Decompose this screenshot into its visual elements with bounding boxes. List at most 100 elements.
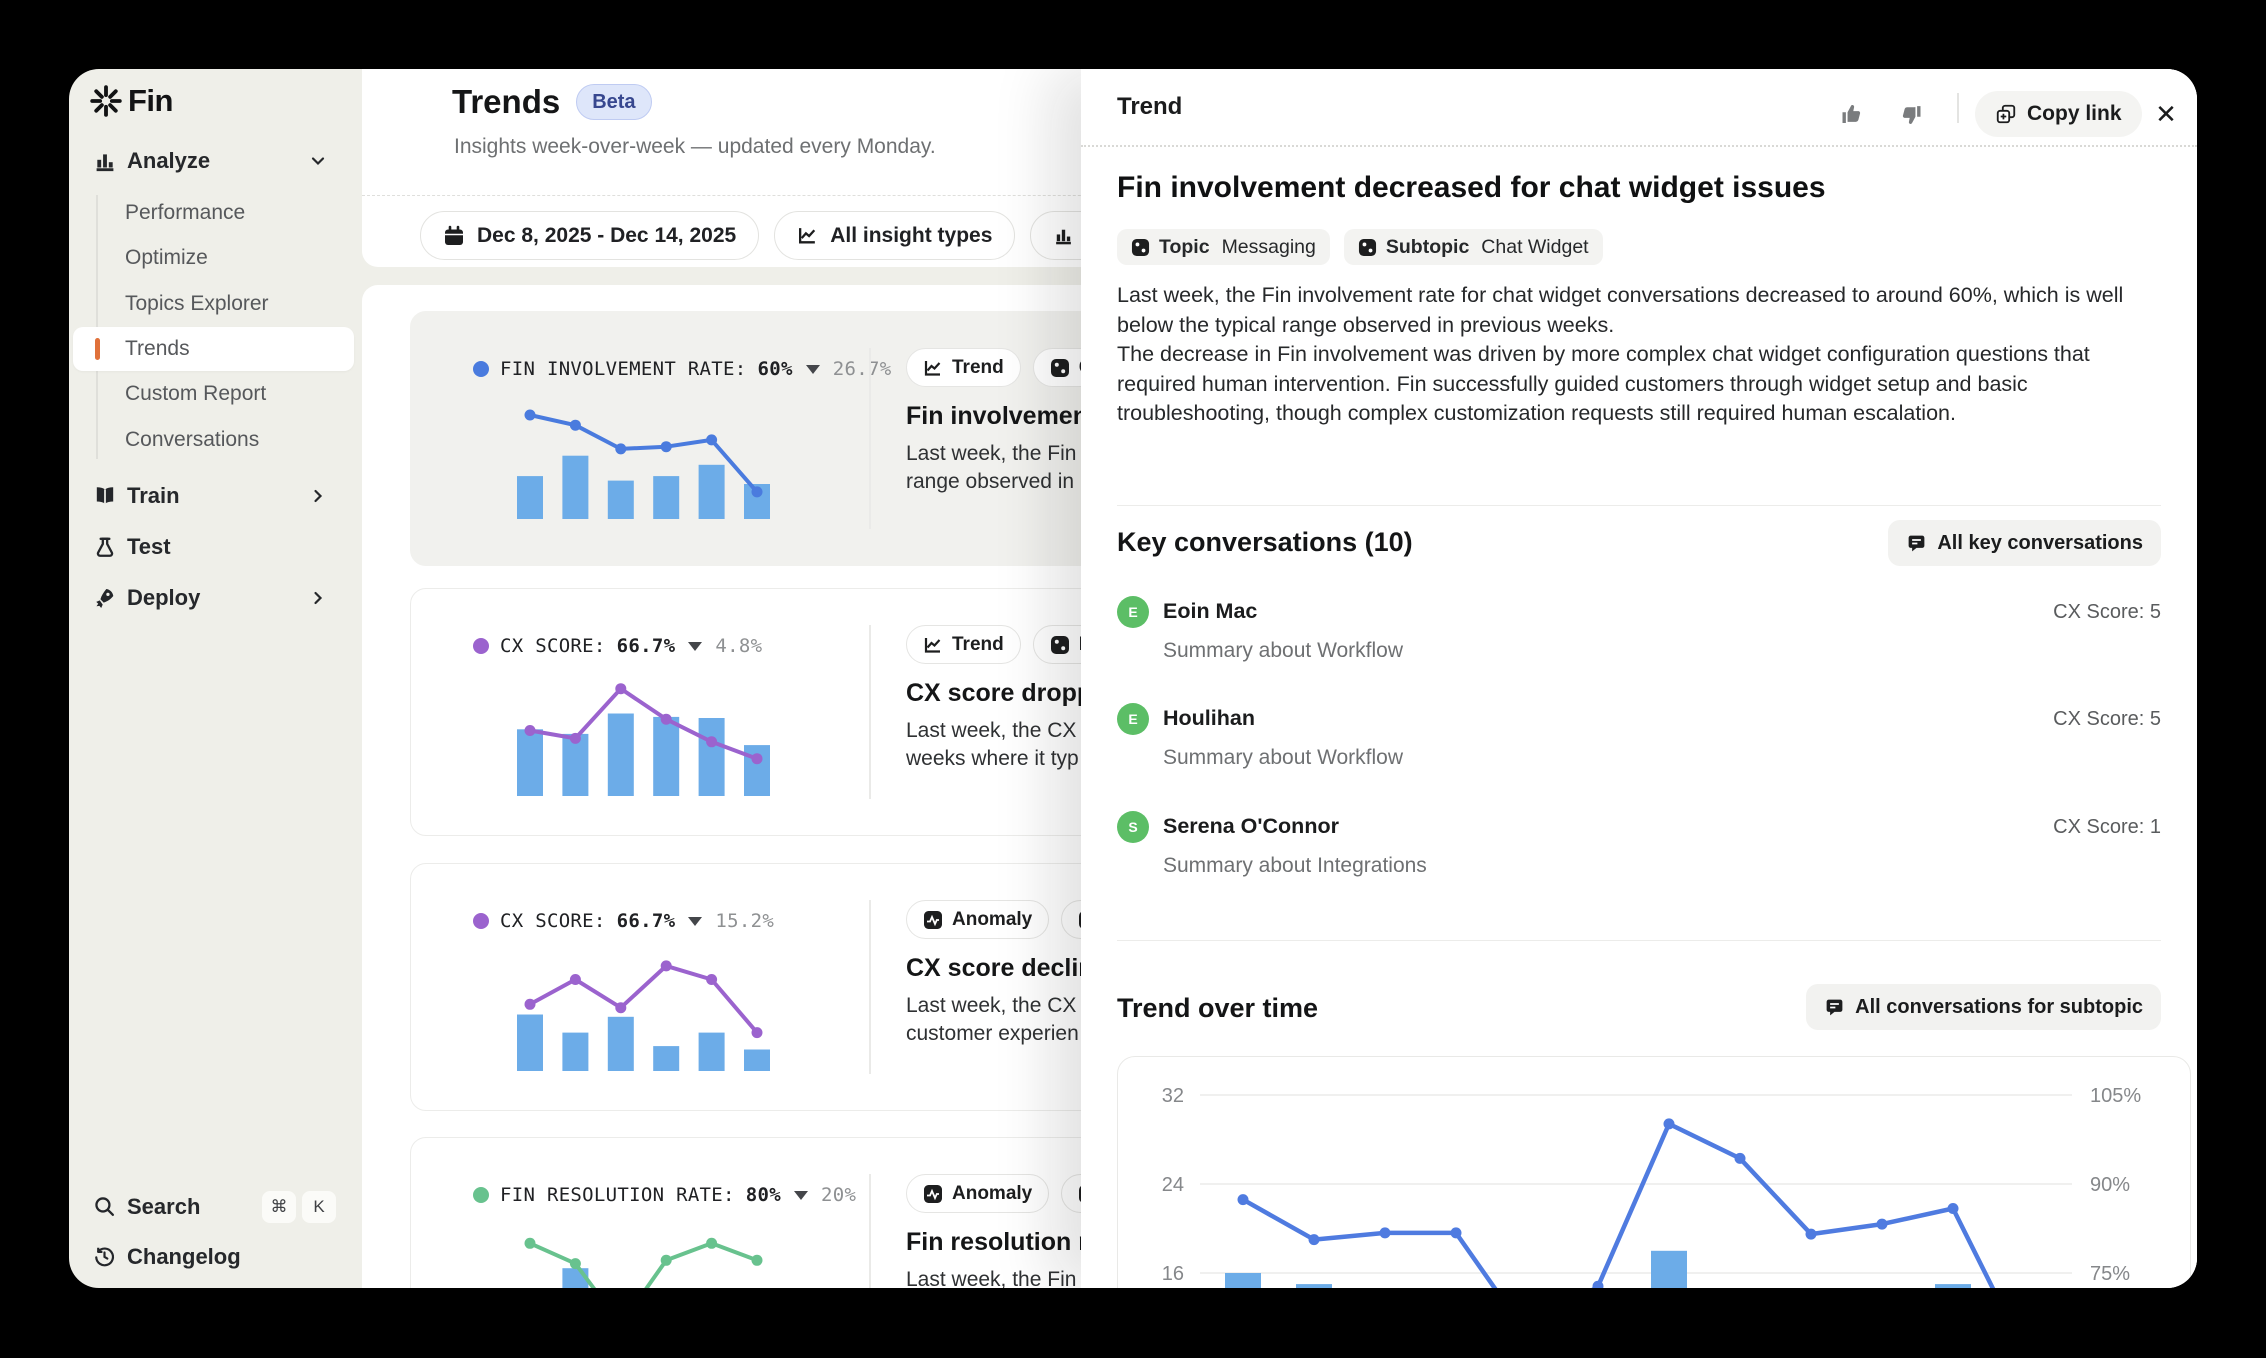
beta-badge: Beta [576,84,652,120]
book-icon [93,484,117,508]
trend-over-time-chart: 32 105% 24 90% 16 75% [1117,1056,2191,1288]
card-divider [869,900,871,1074]
avatar: E [1117,596,1149,628]
message-icon [1906,533,1927,554]
logo-text: Fin [128,83,174,118]
cx-score: CX Score: 5 [2053,708,2161,730]
date-range-filter[interactable]: Dec 8, 2025 - Dec 14, 2025 [420,211,760,260]
page-title: Trends [452,83,561,120]
svg-text:75%: 75% [2090,1263,2130,1285]
metric-readout: CX SCORE: 66.7% 4.8% [473,635,762,657]
sidebar-item-test[interactable]: Test [69,525,362,569]
trend-over-time-heading: Trend over time [1117,993,1319,1023]
cmd-key-badge: ⌘ [262,1191,296,1223]
down-triangle-icon [794,1190,808,1200]
anomaly-icon [923,1184,943,1204]
insight-type-badge: Anomaly [906,1174,1050,1213]
copy-link-button[interactable]: Copy link [1975,91,2142,137]
cx-score: CX Score: 5 [2053,601,2161,623]
insight-text: range observed in [906,470,1075,493]
down-triangle-icon [805,364,820,374]
insight-types-filter[interactable]: All insight types [774,211,1016,260]
insight-title: CX score declin [906,954,1094,982]
trend-line-icon [923,635,943,655]
insight-title: Fin involvement [906,402,1097,430]
all-key-conversations-button[interactable]: All key conversations [1888,520,2161,566]
section-divider [1117,940,2161,941]
drawer-header-divider [1081,145,2197,147]
avatar: E [1117,703,1149,735]
copy-icon [1995,103,2017,125]
chevron-right-icon [308,588,328,608]
svg-text:90%: 90% [2090,1174,2130,1196]
subtopic-tag: Subtopic Chat Widget [1343,229,1603,265]
topic-dice-icon [1050,358,1070,378]
header-divider [1957,93,1959,123]
fin-starburst-icon [89,84,123,118]
chevron-down-icon [308,151,328,171]
sidebar-item-search[interactable]: Search [69,1185,362,1229]
page-subtitle: Insights week-over-week — updated every … [454,135,936,158]
sidebar-item-optimize[interactable]: Optimize [125,246,208,269]
trend-line-icon [923,358,943,378]
insight-type-badge: Anomaly [906,900,1050,939]
card-divider [869,1174,871,1288]
selected-item-indicator [95,338,100,360]
sidebar-item-label: Analyze [127,148,211,173]
svg-text:105%: 105% [2090,1085,2141,1107]
card-divider [869,348,871,529]
drawer-title: Trend [1117,93,1183,120]
topic-dice-icon [1131,238,1150,257]
sidebar-item-topics-explorer[interactable]: Topics Explorer [125,292,269,315]
insight-text: Last week, the CX [906,994,1077,1017]
metric-dot [473,1187,489,1203]
card-divider [869,625,871,799]
anomaly-icon [923,910,943,930]
sidebar-item-changelog[interactable]: Changelog [69,1235,362,1279]
mini-chart [506,406,776,521]
topic-dice-icon [1050,635,1070,655]
metric-dot [473,913,489,929]
insight-title: Fin resolution ra [906,1228,1102,1256]
insight-text: Last week, the Fin [906,1268,1077,1288]
bar-chart-icon [93,149,117,173]
insight-detail-title: Fin involvement decreased for chat widge… [1117,171,1826,204]
k-key-badge: K [302,1191,336,1223]
metric-dot [473,361,489,377]
all-conversations-subtopic-button[interactable]: All conversations for subtopic [1806,984,2161,1030]
tag-row: Topic Messaging Subtopic Chat Widget [1117,229,1603,265]
sidebar-item-analyze[interactable]: Analyze [69,139,362,183]
svg-text:24: 24 [1162,1174,1184,1196]
avatar: S [1117,811,1149,843]
down-triangle-icon [688,641,703,651]
thumbs-down-button[interactable] [1891,94,1931,134]
sidebar-item-conversations[interactable]: Conversations [125,428,260,451]
app-window: Fin Analyze Performance Optimize Topics … [69,69,2197,1288]
topic-dice-icon [1358,238,1377,257]
insight-title: CX score dropp [906,679,1093,707]
sidebar-item-custom-report[interactable]: Custom Report [125,382,267,405]
metric-dot [473,638,489,654]
sidebar-item-deploy[interactable]: Deploy [69,576,362,620]
insight-text: Last week, the CX [906,719,1077,742]
down-triangle-icon [688,916,703,926]
selected-item-background [73,327,354,371]
key-conversations-heading: Key conversations (10) [1117,527,1413,557]
mini-chart [506,1232,776,1288]
sidebar-item-performance[interactable]: Performance [125,201,246,224]
flask-icon [93,535,117,559]
close-icon[interactable]: ✕ [2155,98,2177,129]
message-icon [1824,997,1845,1018]
bar-chart-icon [1053,225,1074,246]
sidebar: Fin Analyze Performance Optimize Topics … [69,69,362,1288]
metric-readout: FIN RESOLUTION RATE: 80% 20% [473,1184,856,1206]
sidebar-item-trends[interactable]: Trends [125,337,190,360]
thumbs-up-button[interactable] [1831,94,1871,134]
metric-readout: CX SCORE: 66.7% 15.2% [473,910,774,932]
sidebar-item-train[interactable]: Train [69,474,362,518]
insight-text: customer experien [906,1022,1079,1045]
mini-chart [506,683,776,798]
fin-logo: Fin [89,83,174,119]
calendar-icon [443,225,465,247]
